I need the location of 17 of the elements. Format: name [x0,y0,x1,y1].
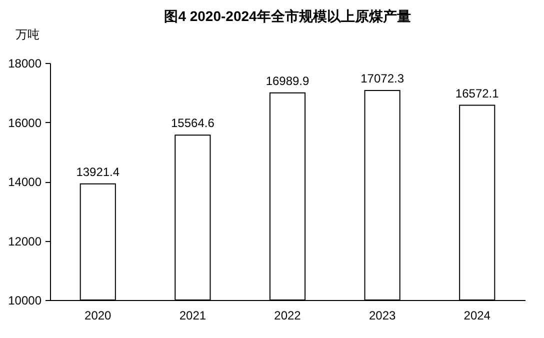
y-tick-label: 12000 [8,234,42,248]
y-axis-title: 万吨 [16,28,40,42]
data-label: 17072.3 [360,71,404,86]
data-label: 15564.6 [170,116,215,130]
x-tick-label: 2023 [368,308,396,322]
y-tick-label: 14000 [8,175,42,189]
x-tick-label: 2021 [179,308,206,322]
chart-title: 图4 2020-2024年全市规模以上原煤产量 [164,8,411,24]
x-tick-label: 2022 [274,308,302,322]
y-tick-label: 18000 [8,56,42,70]
x-tick-label: 2020 [84,308,112,322]
y-tick-label: 16000 [8,116,42,130]
y-tick-label: 10000 [8,294,42,308]
x-tick-label: 2024 [464,308,491,322]
data-label: 16572.1 [455,86,500,100]
data-label: 13921.4 [76,164,120,179]
data-label: 16989.9 [266,74,310,88]
